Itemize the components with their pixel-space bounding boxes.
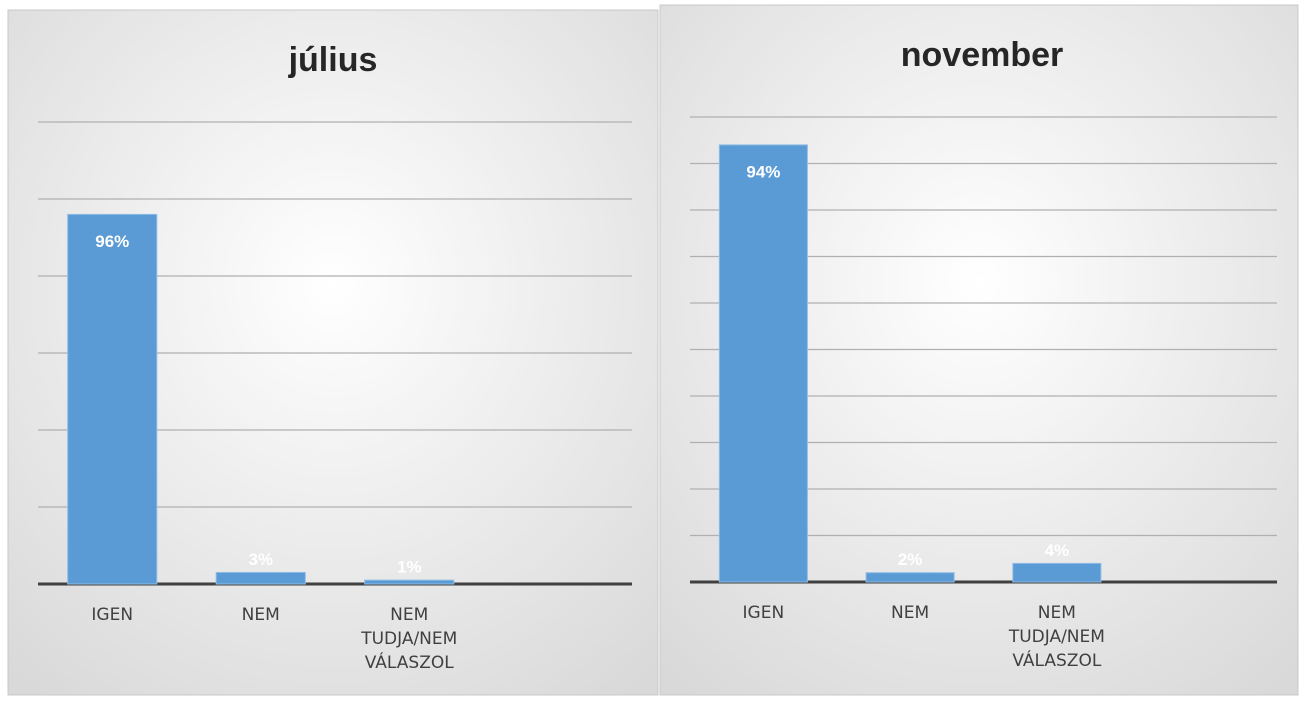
data-label: 96%: [95, 232, 129, 251]
bar: [718, 144, 808, 583]
bar: [1012, 562, 1102, 583]
x-tick-label: NEM: [891, 603, 930, 623]
x-tick-label: IGEN: [742, 603, 785, 623]
bar: [865, 572, 955, 583]
x-tick-label: NEM TUDJA/NEM VÁLASZOL: [361, 605, 458, 673]
x-tick-label: IGEN: [91, 605, 134, 625]
x-tick-label: NEM TUDJA/NEM VÁLASZOL: [1008, 603, 1105, 671]
data-label: 2%: [898, 550, 923, 569]
x-tick-label: NEM: [241, 605, 280, 625]
bar: [67, 213, 158, 585]
bar: [364, 579, 455, 585]
data-label: 1%: [397, 558, 422, 577]
chart-title: július: [288, 41, 378, 79]
bar: [215, 571, 306, 585]
chart-title: november: [901, 36, 1064, 74]
data-label: 4%: [1045, 541, 1070, 560]
data-label: 94%: [746, 162, 780, 181]
data-label: 3%: [248, 550, 273, 569]
